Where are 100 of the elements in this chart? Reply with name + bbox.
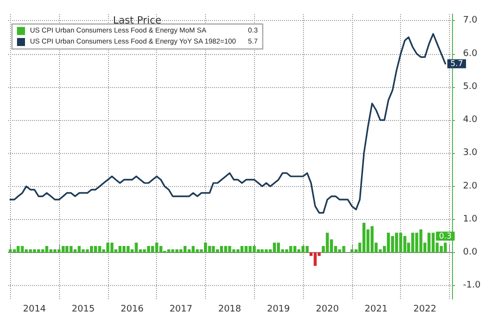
bar [28,249,32,253]
bar [297,249,300,253]
bar [62,246,65,253]
bar [272,242,276,253]
bar [12,249,16,253]
x-tick-label: 2020 [316,304,340,314]
bar [142,249,146,253]
bar [126,246,130,253]
bar [264,249,268,253]
bar [411,232,414,253]
x-tick-label: 2022 [413,304,436,314]
bar [216,249,220,253]
bar [256,249,260,253]
bar [220,246,224,253]
y-tick-label: -1.0 [463,280,481,291]
y-tick-label: 3.0 [463,148,478,158]
bar [74,249,77,253]
bar [118,246,122,253]
x-tick-label: 2015 [72,304,95,314]
bar [403,236,406,253]
bar [415,232,418,253]
bar [444,242,447,253]
bar [192,246,195,253]
bar [293,246,296,253]
bar [70,246,73,253]
bar [338,249,342,253]
x-tick-label: 2021 [364,304,388,314]
bar [65,246,68,253]
bar [370,226,374,253]
legend-title: Last Price [113,16,162,26]
bar [49,249,52,253]
bar [147,246,150,253]
bar [285,249,288,253]
bar [240,246,244,253]
bar [208,246,212,253]
data-label: 5.7 [450,59,464,68]
x-tick-label: 2014 [23,304,46,314]
bar [94,246,98,253]
bar [188,249,191,253]
bar [395,232,398,253]
x-tick-label: 2018 [218,304,242,314]
bar [78,246,81,253]
bar [82,249,85,253]
data-label: 0.3 [438,232,452,241]
x-tick-label: 2016 [120,304,144,314]
bar [171,249,174,253]
bar [98,246,102,253]
bar [391,236,394,253]
bar [362,222,366,253]
bar [90,246,94,253]
bar [159,246,162,253]
bar [419,229,422,253]
bar [224,246,228,253]
y-tick-label: 7.0 [463,16,478,26]
bar [175,249,178,253]
bar [20,246,24,253]
bar [228,246,232,253]
bar [350,249,354,253]
bar [326,232,329,253]
bar [212,246,215,253]
bar [289,246,292,253]
bar [196,249,199,253]
bar [110,242,114,253]
bar [53,249,56,253]
bar [134,242,138,253]
y-tick-label: 6.0 [463,48,478,59]
bar [232,249,236,253]
bar [41,249,44,253]
y-tick-label: 5.0 [463,82,478,92]
bar [167,249,170,253]
bar [399,232,402,253]
bar [236,249,240,253]
bar [184,246,187,253]
y-tick-label: 0.0 [463,248,478,258]
bar [260,249,264,253]
bar [428,232,431,253]
y-tick-label: 1.0 [463,214,478,224]
bar [440,246,443,253]
bar [342,246,346,253]
bar [122,246,126,253]
bar [244,246,248,253]
bar [32,249,36,253]
bar [276,242,280,253]
bar [24,249,28,253]
bar [151,246,154,253]
bar [179,249,182,253]
x-tick-label: 2019 [266,304,290,314]
bar [45,246,48,253]
bar [37,249,40,253]
x-tick-label: 2017 [169,304,192,314]
bar [248,246,252,253]
y-tick-label: 4.0 [463,115,478,126]
bar [8,249,12,253]
y-tick-label: 2.0 [463,181,478,192]
bar [306,246,309,253]
bar [386,232,390,253]
bar [86,249,89,253]
bar [58,249,61,253]
bar [314,252,317,266]
bar [16,246,20,253]
